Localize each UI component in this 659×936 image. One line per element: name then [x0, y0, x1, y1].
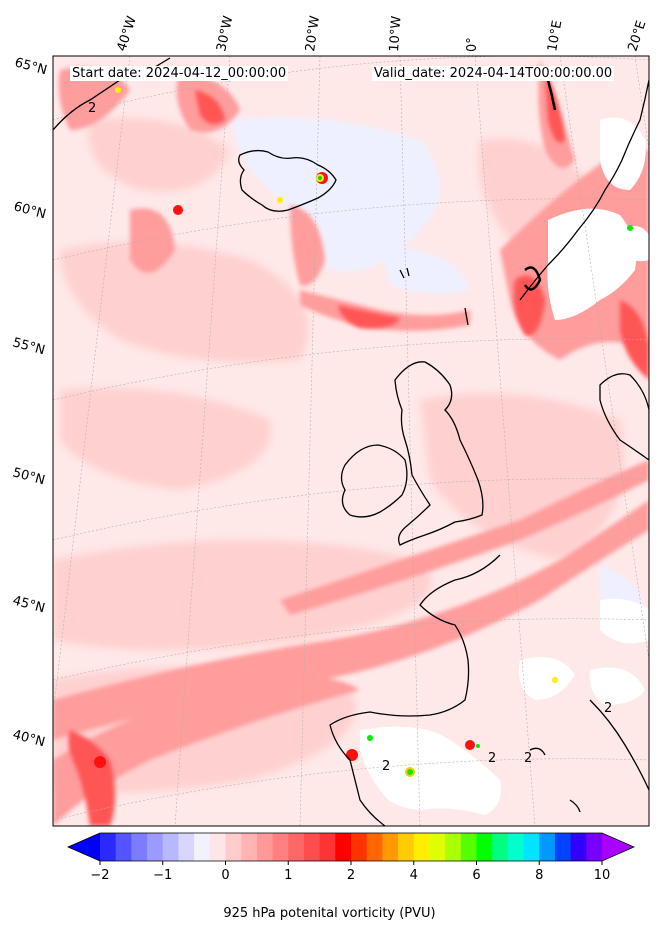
- colorbar-min-arrow: [68, 833, 100, 861]
- colorbar-cell: [507, 833, 525, 861]
- map-frame: [52, 55, 650, 827]
- colorbar-tick-label: 8: [535, 868, 543, 883]
- lat-label-45n: 45°N: [11, 593, 47, 616]
- longitude-labels: 40°W 30°W 20°W 10°W 0° 10°E 20°E: [115, 14, 650, 53]
- graticule: [53, 56, 649, 826]
- baltic-coast: [599, 373, 649, 461]
- terrain-masked-areas: [360, 117, 649, 815]
- colorbar-cell: [460, 833, 477, 861]
- colorbar-cell: [398, 833, 415, 861]
- start-date-text: Start date: 2024-04-12_00:00:00: [70, 66, 289, 81]
- colorbar-tick-label: −1: [153, 868, 172, 883]
- colorbar-cell: [570, 833, 587, 861]
- colorbar-cell: [100, 833, 117, 861]
- colorbar-cell: [194, 833, 211, 861]
- colorbar-cell: [554, 833, 572, 861]
- colorbar-cells: [100, 833, 603, 861]
- colorbar-cell: [303, 833, 321, 861]
- ireland-coast: [340, 444, 408, 518]
- contour-label-med: 2: [488, 751, 496, 766]
- contour-label-italy: 2: [604, 701, 612, 716]
- colorbar-tick-label: 10: [594, 868, 611, 883]
- pv-high-value-spots: [115, 87, 633, 777]
- colorbar-ticks: −2 −1 0 1 2 4 6 8 10: [90, 861, 610, 883]
- colorbar-cell: [523, 833, 540, 861]
- colorbar-cell: [366, 833, 383, 861]
- colorbar-tick-label: 6: [472, 868, 480, 883]
- norway-coast: [519, 79, 649, 301]
- colorbar-label: 925 hPa potenital vorticity (PVU): [223, 906, 436, 921]
- colorbar-cell: [351, 833, 368, 861]
- contour-label-greenland: 2: [88, 101, 96, 116]
- colorbar-cell: [429, 833, 446, 861]
- colorbar-cell: [147, 833, 164, 861]
- france-iberia-coast: [329, 554, 501, 826]
- latitude-labels: 65°N 60°N 55°N 50°N 45°N 40°N: [11, 55, 49, 750]
- colorbar-cell: [382, 833, 399, 861]
- colorbar-cell: [225, 833, 242, 861]
- colorbar-tick-label: 4: [410, 868, 418, 883]
- colorbar-cell: [319, 833, 336, 861]
- colorbar-tick-label: 2: [347, 868, 355, 883]
- colorbar-tick-label: 1: [284, 868, 292, 883]
- iceland-coast: [238, 149, 337, 212]
- lon-label-10e: 10°E: [545, 19, 565, 52]
- colorbar-tick-label: −2: [90, 868, 109, 883]
- lon-label-20w: 20°W: [303, 15, 323, 53]
- colorbar-cell: [209, 833, 226, 861]
- colorbar-cell: [539, 833, 556, 861]
- valid-date-text: Valid_date: 2024-04-14T00:00:00.00: [372, 66, 615, 81]
- colorbar-cell: [256, 833, 274, 861]
- colorbar-cell: [586, 833, 603, 861]
- lon-label-20e: 20°E: [626, 19, 650, 53]
- lon-label-30w: 30°W: [214, 14, 236, 52]
- lat-label-60n: 60°N: [12, 199, 48, 222]
- colorbar-cell: [115, 833, 132, 861]
- lat-label-65n: 65°N: [13, 55, 49, 78]
- lon-label-40w: 40°W: [115, 14, 140, 53]
- contour-label-med-2: 2: [524, 751, 532, 766]
- pv-light-patches: [53, 118, 624, 794]
- colorbar: −2 −1 0 1 2 4 6 8 10: [67, 832, 635, 883]
- colorbar-cell: [272, 833, 289, 861]
- contour-label-spain: 2: [382, 759, 390, 774]
- colorbar-cell: [413, 833, 430, 861]
- lat-label-40n: 40°N: [11, 727, 47, 750]
- lat-label-50n: 50°N: [11, 465, 47, 488]
- italy-coast: [589, 699, 649, 791]
- great-britain-coast: [394, 361, 484, 546]
- colorbar-cell: [335, 833, 352, 861]
- colorbar-cell: [288, 833, 305, 861]
- lon-label-10w: 10°W: [387, 15, 404, 52]
- colorbar-cell: [445, 833, 462, 861]
- colorbar-cell: [178, 833, 195, 861]
- contour-labels: 2 2 2 2 2: [88, 101, 612, 774]
- colorbar-cell: [162, 833, 179, 861]
- colorbar-cell: [241, 833, 258, 861]
- colorbar-cell: [492, 833, 509, 861]
- lon-label-0: 0°: [465, 37, 480, 52]
- colorbar-cell: [476, 833, 493, 861]
- colorbar-tick-label: 0: [221, 868, 229, 883]
- colorbar-cell: [131, 833, 148, 861]
- colorbar-max-arrow: [602, 833, 634, 861]
- map-panel: 2 2 2 2 2: [53, 56, 649, 826]
- lat-label-55n: 55°N: [11, 335, 47, 358]
